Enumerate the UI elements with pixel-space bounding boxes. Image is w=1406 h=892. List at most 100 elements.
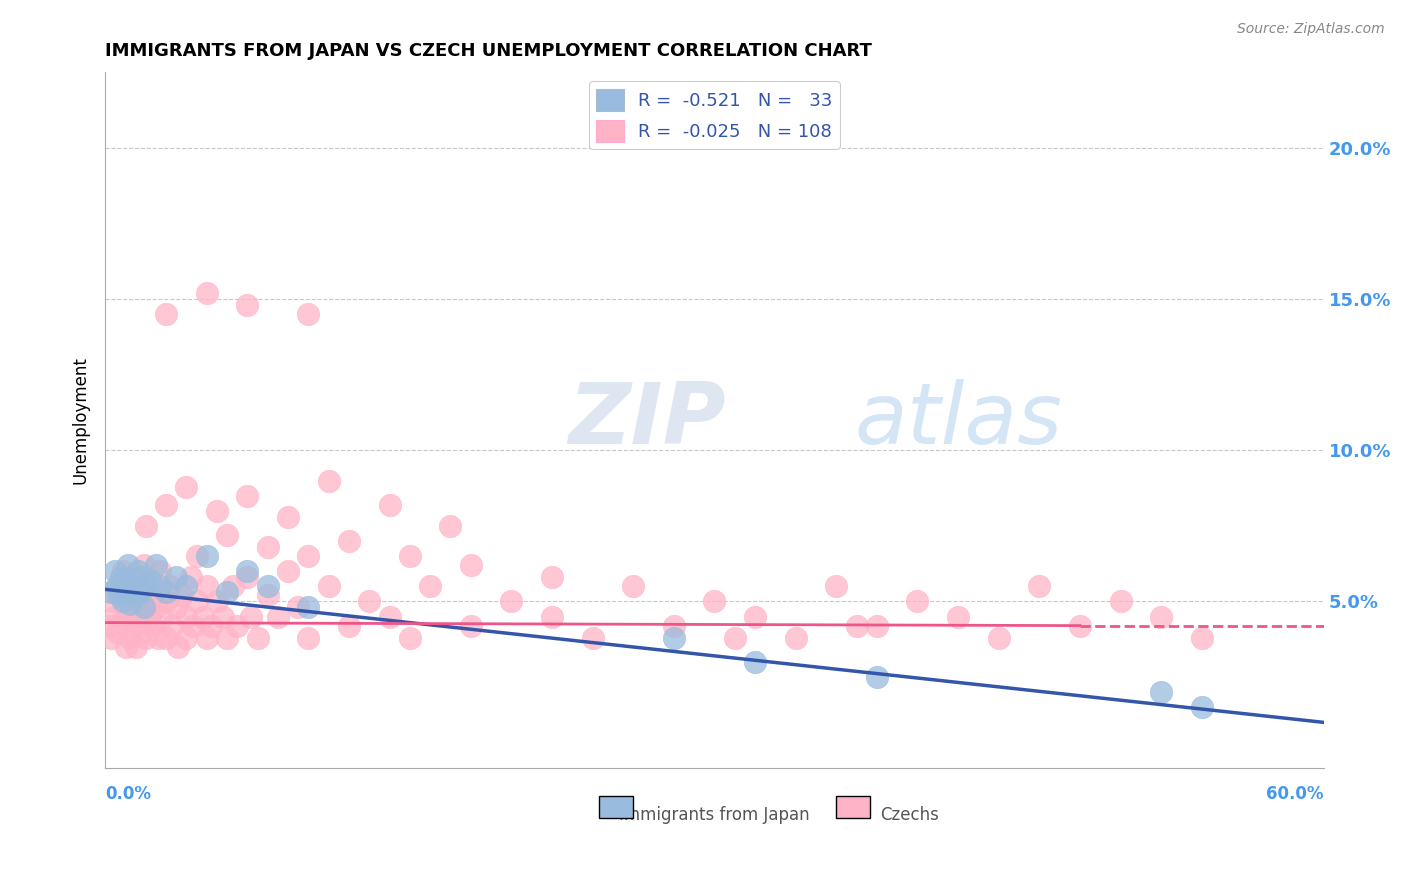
Point (128, 585, 150, 599)
Point (419, 579, 441, 593)
Point (181, 618, 204, 632)
Point (155, 307, 177, 321)
Text: 60.0%: 60.0% (1267, 785, 1323, 803)
Point (160, 618, 183, 632)
Point (297, 600, 319, 615)
Point (118, 598, 141, 612)
Point (110, 570, 132, 584)
Text: atlas: atlas (855, 378, 1063, 461)
Point (287, 600, 309, 615)
Point (460, 618, 482, 632)
Point (724, 631, 747, 645)
Point (1028, 579, 1050, 593)
Point (215, 631, 238, 645)
Point (1191, 631, 1213, 645)
Point (256, 540, 278, 554)
Point (236, 570, 259, 584)
Point (987, 631, 1010, 645)
Point (114, 574, 136, 588)
Point (460, 558, 482, 573)
Point (246, 631, 269, 645)
Point (165, 600, 187, 615)
Point (1191, 700, 1213, 714)
Point (118, 609, 141, 624)
Point (318, 474, 340, 488)
Point (845, 618, 868, 632)
Point (145, 558, 167, 573)
Point (176, 631, 198, 645)
Point (127, 564, 149, 578)
Point (124, 588, 146, 602)
Point (825, 579, 848, 593)
Point (236, 298, 259, 312)
Point (195, 549, 218, 563)
Point (103, 594, 125, 608)
Point (118, 631, 141, 645)
Point (127, 579, 149, 593)
Point (205, 504, 228, 518)
Point (186, 549, 208, 563)
Point (186, 594, 208, 608)
Point (785, 631, 807, 645)
Point (1150, 609, 1173, 624)
Text: Immigrants from Japan: Immigrants from Japan (619, 806, 810, 824)
Point (215, 585, 238, 599)
Point (195, 286, 218, 301)
Point (155, 585, 177, 599)
Point (110, 615, 132, 630)
Point (141, 618, 163, 632)
Point (946, 609, 969, 624)
Point (744, 609, 766, 624)
Point (240, 609, 263, 624)
Point (124, 594, 146, 608)
Point (172, 588, 194, 602)
Point (105, 624, 128, 639)
Point (131, 570, 153, 584)
Point (131, 624, 153, 639)
Point (121, 579, 143, 593)
Point (337, 533, 360, 548)
Point (703, 594, 725, 608)
Point (297, 631, 319, 645)
Point (100, 631, 122, 645)
Point (256, 588, 278, 602)
Text: Source: ZipAtlas.com: Source: ZipAtlas.com (1237, 22, 1385, 37)
Point (236, 489, 259, 503)
Point (100, 585, 122, 599)
Text: ZIP: ZIP (568, 378, 725, 461)
Point (150, 609, 173, 624)
Point (398, 631, 420, 645)
FancyBboxPatch shape (837, 796, 870, 818)
Point (176, 609, 198, 624)
Point (359, 594, 381, 608)
Point (165, 570, 187, 584)
Point (541, 570, 564, 584)
Point (114, 600, 136, 615)
Point (866, 670, 889, 684)
Point (215, 528, 238, 542)
Point (277, 509, 299, 524)
Point (117, 588, 139, 602)
Point (139, 609, 162, 624)
Point (226, 618, 249, 632)
Point (1069, 618, 1091, 632)
Point (439, 519, 461, 533)
Point (179, 570, 201, 584)
Point (139, 574, 162, 588)
Point (132, 558, 155, 573)
Point (337, 618, 360, 632)
Point (1150, 685, 1173, 699)
Point (176, 579, 198, 593)
Point (907, 594, 929, 608)
Point (378, 498, 401, 512)
Point (212, 609, 235, 624)
Point (501, 594, 523, 608)
Point (236, 564, 259, 578)
Point (124, 640, 146, 654)
Point (297, 549, 319, 563)
Point (128, 609, 150, 624)
Point (205, 594, 228, 608)
Point (378, 609, 401, 624)
Y-axis label: Unemployment: Unemployment (72, 356, 89, 484)
Point (155, 631, 177, 645)
